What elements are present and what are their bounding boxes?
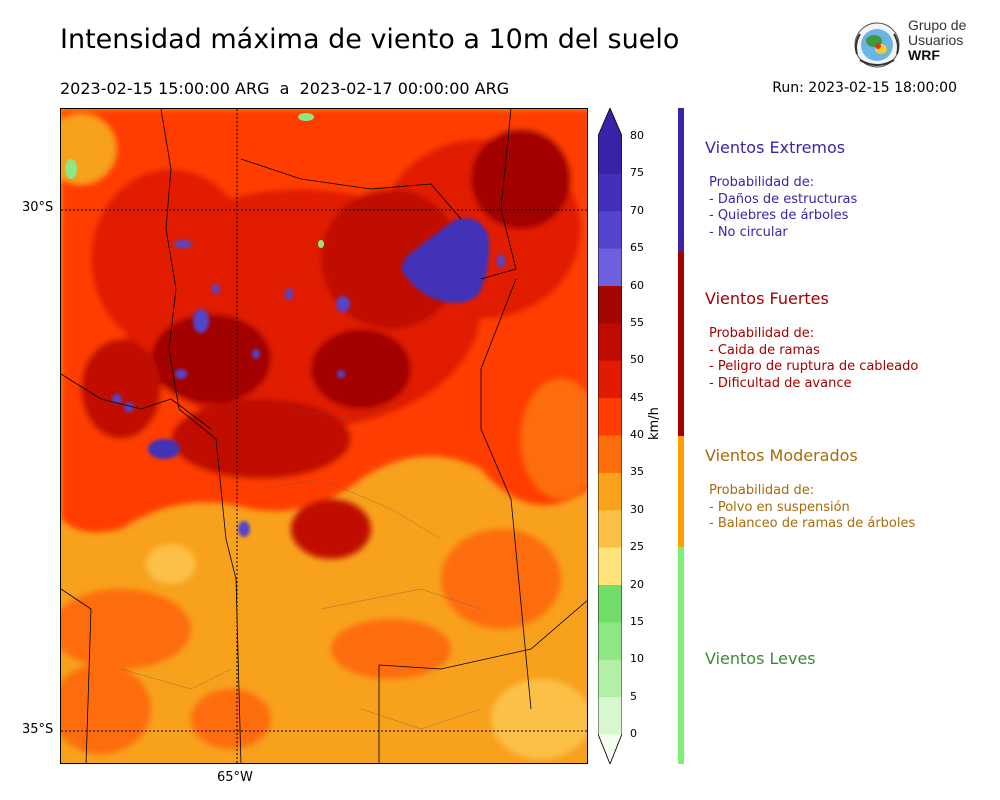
category-title: Vientos Moderados [705, 446, 858, 465]
prob-item: - Daños de estructuras [709, 191, 858, 207]
colorbar-tick-label: 60 [630, 278, 644, 292]
strong-wind-area [61, 109, 587, 559]
light-category-bar [678, 547, 684, 764]
category-moderate: Vientos Moderados Probabilidad de: - Pol… [705, 446, 915, 533]
logo-line-2: Usuarios [908, 32, 964, 48]
colorbar-tick-label: 15 [630, 614, 644, 628]
colorbar-segment [598, 136, 622, 174]
colorbar-tick-label: 80 [630, 129, 644, 142]
extreme-wind-area [112, 218, 505, 537]
prob-item: - Caida de ramas [709, 342, 820, 358]
colorbar-tick-label: 40 [630, 428, 644, 441]
prob-item: - Dificultad de avance [709, 375, 852, 391]
colorbar-over-triangle [598, 108, 622, 136]
colorbar-tick-label: 35 [630, 465, 644, 479]
light-wind-area [65, 113, 324, 248]
colorbar-unit: km/h [647, 407, 662, 440]
forecast-period: 2023-02-15 15:00:00 ARG a 2023-02-17 00:… [60, 79, 510, 98]
colorbar-segment [598, 621, 622, 660]
colorbar-segment [598, 435, 622, 473]
category-probabilities: Probabilidad de: - Caida de ramas - Peli… [709, 326, 918, 392]
department-borders [120, 388, 482, 730]
category-title: Vientos Extremos [705, 138, 846, 157]
colorbar-segment [598, 210, 622, 249]
colorbar-segment [598, 285, 622, 324]
lat-label-30s: 30°S [22, 200, 54, 215]
prob-item: - Quiebres de árboles [709, 208, 849, 223]
logo-line-3: WRF [908, 47, 940, 63]
category-probabilities: Probabilidad de: - Polvo en suspensión -… [709, 483, 915, 533]
logo-line-1: Grupo de [908, 17, 967, 33]
colorbar-segment [598, 547, 622, 585]
moderate-wind-area [61, 529, 587, 759]
colorbar-tick-label: 10 [630, 652, 644, 666]
category-light: Vientos Leves [705, 649, 816, 668]
colorbar-tick-label: 45 [630, 390, 644, 404]
extreme-category-bar [678, 108, 684, 252]
prob-item: - No circular [709, 224, 788, 240]
colorbar-segment [598, 696, 622, 735]
prob-title: Probabilidad de: [709, 483, 815, 498]
colorbar-segment [598, 173, 622, 212]
colorbar-tick-label: 50 [630, 353, 644, 367]
colorbar-tick-label: 30 [630, 502, 644, 516]
run-time: Run: 2023-02-15 18:00:00 [772, 80, 957, 96]
prob-item: - Peligro de ruptura de cableado [709, 359, 919, 374]
category-title: Vientos Fuertes [705, 289, 829, 308]
colorbar-tick-label: 75 [630, 166, 644, 180]
colorbar-segment [598, 472, 622, 511]
category-probabilities: Probabilidad de: - Daños de estructuras … [709, 175, 857, 241]
strong-category-bar [678, 252, 684, 436]
prob-item: - Polvo en suspensión [709, 499, 850, 515]
colorbar-segment [598, 322, 622, 361]
colorbar-under-triangle [598, 733, 622, 764]
graticule [61, 109, 587, 763]
page-title: Intensidad máxima de viento a 10m del su… [60, 24, 680, 55]
prob-title: Probabilidad de: [709, 326, 815, 341]
colorbar [598, 108, 622, 764]
category-extreme: Vientos Extremos Probabilidad de: - Daño… [705, 138, 857, 241]
category-strong: Vientos Fuertes Probabilidad de: - Caida… [705, 289, 918, 392]
colorbar-tick-label: 25 [630, 540, 644, 554]
logo-text: Grupo de Usuarios WRF [908, 18, 966, 63]
colorbar-segment [598, 360, 622, 399]
lat-label-35s: 35°S [22, 722, 54, 737]
prob-item: - Balanceo de ramas de árboles [709, 516, 916, 531]
wind-map [60, 108, 588, 764]
lon-label-65w: 65°W [217, 770, 253, 785]
colorbar-segment [598, 509, 622, 548]
colorbar-tick-label: 65 [630, 241, 644, 255]
wind-field-svg [61, 109, 587, 763]
grupo-wrf-logo: Grupo de Usuarios WRF [848, 16, 968, 74]
colorbar-segment [598, 397, 622, 436]
colorbar-segment [598, 659, 622, 698]
category-title: Vientos Leves [705, 649, 816, 668]
colorbar-tick-label: 0 [630, 727, 637, 740]
prob-title: Probabilidad de: [709, 175, 815, 190]
colorbar-tick-label: 55 [630, 315, 644, 329]
globe-logo-icon [854, 22, 900, 68]
colorbar-tick-label: 70 [630, 203, 644, 217]
province-borders [61, 109, 587, 763]
colorbar-tick-label: 20 [630, 577, 644, 591]
colorbar-tick-label: 5 [630, 689, 637, 703]
colorbar-segment [598, 584, 622, 623]
colorbar-segment [598, 248, 622, 286]
moderate-category-bar [678, 436, 684, 547]
